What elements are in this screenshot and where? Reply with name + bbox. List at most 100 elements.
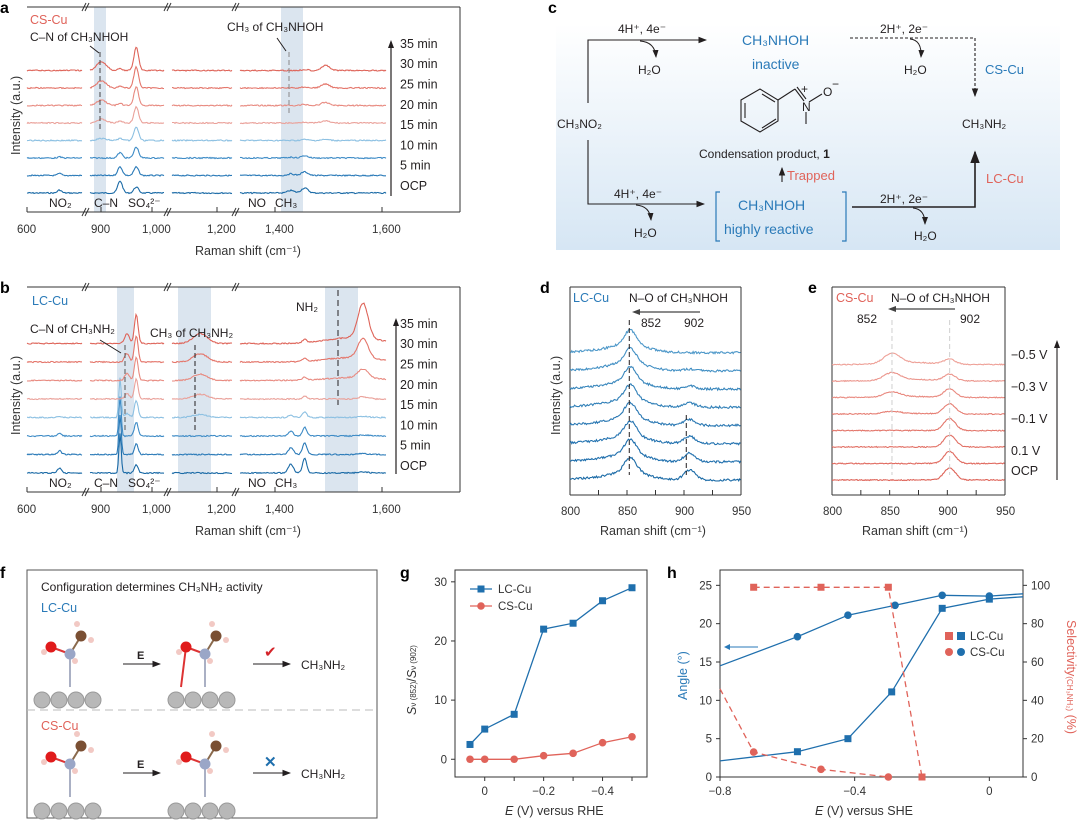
spectrum-trace	[831, 450, 1005, 465]
panel-b: b LC-Cu C–N of CH₃NH₂ CH₃ of CH₃NH₂ NH₂ …	[0, 280, 461, 538]
axis-break	[163, 487, 169, 497]
hydrogen-atom	[41, 759, 47, 765]
arrow-head-icon	[724, 644, 730, 650]
spectrum-trace	[831, 387, 1005, 399]
panel-label-e: e	[808, 280, 817, 297]
y-tick-label: 20	[434, 636, 447, 648]
spectrum-trace	[239, 82, 387, 90]
cu-atom	[184, 691, 202, 709]
arrow-head-icon	[888, 306, 896, 312]
axis-break	[234, 207, 240, 217]
hydrogen-atom	[88, 747, 94, 753]
spectrum-trace	[26, 139, 83, 142]
traces	[26, 37, 387, 195]
y-tick-label-right: 20	[1031, 734, 1044, 746]
axis-break	[84, 487, 90, 497]
voltage-label: −0.1 V	[1011, 412, 1048, 426]
time-label: 30 min	[400, 57, 438, 71]
spectrum-trace	[26, 467, 83, 475]
cu-atom	[167, 802, 185, 820]
spectrum-trace	[239, 64, 387, 72]
x-tick-label: 1,200	[207, 504, 236, 516]
spectrum-trace	[89, 126, 165, 142]
highlight-band-nh2	[325, 287, 358, 492]
hydrogen-atom	[176, 759, 182, 765]
oxygen-atom	[45, 751, 57, 763]
x-axis-label: E (V) versus SHE	[815, 804, 913, 818]
spectrum-trace	[26, 104, 83, 107]
data-point	[817, 583, 825, 591]
cu-atom	[167, 691, 185, 709]
spectrum-trace	[171, 332, 233, 345]
peak-label-852: 852	[641, 316, 661, 330]
x-tick-label: 800	[823, 506, 842, 518]
x-tick-label: 0	[986, 786, 992, 798]
data-point	[598, 738, 607, 747]
cu-atom	[84, 691, 102, 709]
axis-break	[166, 2, 172, 12]
spectrum-trace	[831, 403, 1005, 416]
nitrogen-atom	[64, 758, 76, 770]
data-point	[480, 755, 489, 764]
hydrogen-atom	[72, 768, 78, 774]
hydrogen-atom	[223, 637, 229, 643]
axis-break	[163, 2, 169, 12]
x-tick-label: 1,400	[265, 224, 294, 236]
x-tick-label: 1,000	[142, 504, 171, 516]
legend-label: CS-Cu	[498, 601, 533, 613]
water-label: H₂O	[904, 63, 927, 77]
spectrum-trace	[26, 121, 83, 125]
spectrum-trace	[831, 417, 1005, 432]
band-label: C–N	[94, 476, 118, 490]
annotation-no: N–O of CH₃NHOH	[629, 291, 728, 305]
legend-marker	[477, 602, 485, 610]
spectrum-trace	[171, 393, 233, 400]
data-point	[938, 604, 946, 612]
data-point	[817, 765, 825, 774]
spectrum-trace	[89, 396, 165, 438]
oxygen-atom	[180, 751, 192, 763]
axis-break	[166, 282, 172, 292]
spectrum-trace	[239, 101, 387, 107]
x-tick-label: 0	[482, 786, 488, 798]
y-tick-label: 10	[434, 695, 447, 707]
nitrogen-atom: N	[802, 100, 811, 114]
spectrum-trace	[89, 377, 165, 401]
series-line	[470, 736, 633, 760]
spectrum-trace	[26, 69, 83, 72]
x-tick-label: 1,200	[207, 224, 236, 236]
hydrogen-atom	[72, 658, 78, 664]
spectrum-trace	[26, 155, 82, 160]
spectrum-trace	[89, 165, 165, 177]
spectrum-trace	[26, 188, 83, 195]
annotation-arrow	[99, 339, 122, 354]
carbon-atom	[210, 630, 222, 642]
arrow-top-dashed	[850, 37, 979, 98]
cu-atom	[201, 802, 219, 820]
cu-atom	[84, 802, 102, 820]
x-axis-label: E (V) versus RHE	[505, 804, 604, 818]
annotation-ch3: CH₃ of CH₃NHOH	[227, 20, 323, 34]
molecular-models	[33, 621, 236, 820]
oxygen-atom: O	[823, 85, 832, 99]
x-tick-label: 900	[91, 224, 110, 236]
band-label: NO	[248, 476, 266, 490]
x-tick-label: 800	[561, 506, 580, 518]
y-axis-label: Intensity (a.u.)	[9, 76, 23, 155]
spectrum-trace	[172, 86, 233, 90]
data-point	[888, 688, 896, 696]
time-label: 5 min	[400, 439, 431, 453]
axis-break	[234, 487, 240, 497]
spectrum-trace	[89, 355, 165, 382]
spectrum-trace	[569, 383, 741, 410]
bracket-left	[715, 191, 720, 242]
y-tick-label-right: 60	[1031, 657, 1044, 669]
x-axis-label: Raman shift (cm⁻¹)	[862, 524, 968, 538]
spectrum-trace	[172, 372, 233, 382]
data-point	[938, 591, 946, 600]
spectrum-trace	[569, 456, 741, 482]
data-point	[749, 748, 758, 756]
spectrum-trace	[89, 146, 165, 160]
spectrum-trace	[832, 467, 1005, 482]
spectrum-trace	[89, 312, 165, 345]
